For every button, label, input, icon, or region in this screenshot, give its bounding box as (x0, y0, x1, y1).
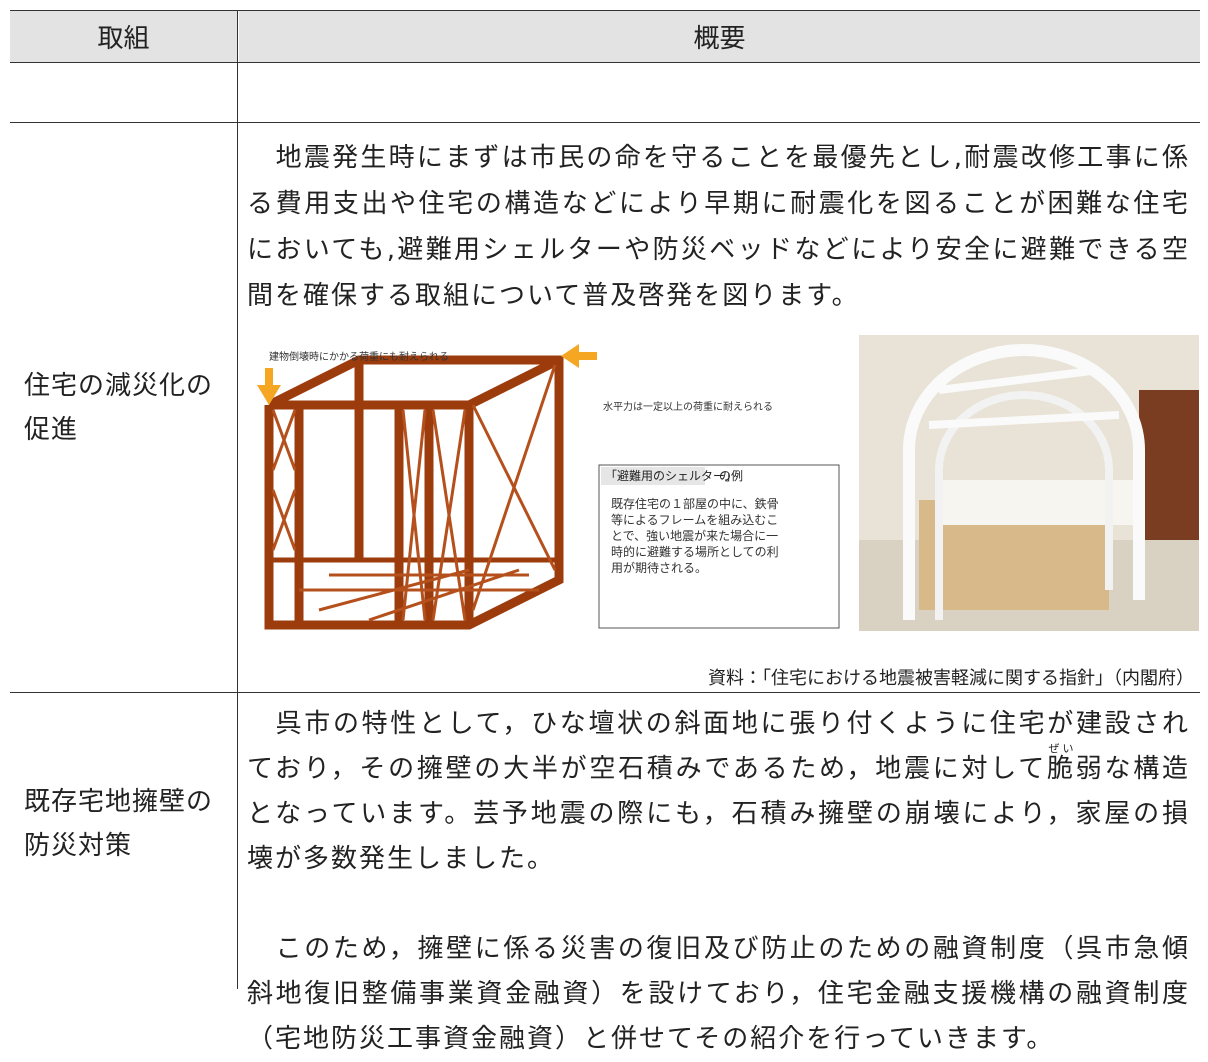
photo (859, 335, 1199, 631)
note-box-title-bg (601, 467, 705, 485)
rule (10, 692, 1200, 693)
row-label: 既存宅地擁壁の防災対策 (24, 787, 214, 861)
note-box-line: 等によるフレームを組み込むこ (611, 513, 778, 527)
text: 弱な構造となっています。芸予地震の際にも，石積み擁壁の崩壊により，家屋の損壊が多… (247, 754, 1190, 874)
note-box-line: 用が期待される。 (611, 560, 707, 575)
ruby-text: ぜい (1046, 742, 1075, 755)
frame-drawing (264, 355, 564, 630)
column-rule (237, 10, 238, 989)
figure-note: 建物倒壊時にかかる荷重にも耐えられる (269, 350, 449, 363)
arrow (257, 344, 597, 405)
note-box-title: 「避難用のシェルター」 (605, 468, 737, 483)
text: 呉市の特性として，ひな壇状の斜面地に張り付くように住宅が建設されており，その擁壁… (247, 709, 1190, 784)
ruby: 脆ぜい (1046, 742, 1076, 784)
note-box-line: とで、強い地震が来た場合に一 (611, 528, 778, 543)
page: {"table": { "headers": ["取組", "概要"], "ro… (10, 10, 1200, 1054)
paragraph: このため，擁壁に係る災害の復旧及び防止のための融資制度（呉市急傾斜地復旧整備事業… (247, 934, 1190, 1054)
note-box (598, 464, 840, 629)
header-cell: 概要 (239, 11, 1200, 62)
note-box-line: 時的に避難する場所としての利 (611, 544, 779, 559)
figure-note: 水平力は一定以上の荷重に耐えられる (603, 400, 773, 413)
paragraph: 地震発生時にまずは市民の命を守ることを最優先とし,耐震改修工事に係る費用支出や住… (247, 143, 1190, 311)
ruby-base: 脆 (1046, 754, 1076, 784)
note-box-title: の例 (719, 469, 743, 483)
source-note: 資料：「住宅における地震被害軽減に関する指針」（内閣府） (708, 668, 1194, 689)
rule (10, 122, 1200, 123)
rule (10, 10, 1200, 11)
rule (10, 62, 1200, 63)
paragraph: 呉市の特性として，ひな壇状の斜面地に張り付くように住宅が建設されており，その擁壁… (239, 702, 1200, 882)
header-cell: 取組 (10, 11, 237, 62)
note-box-line: 既存住宅の１部屋の中に、鉄骨 (611, 496, 779, 511)
row-label: 住宅の減災化の促進 (24, 371, 214, 445)
figure: 建物倒壊時にかかる荷重にも耐えられる 水平力は一定以上の荷重に耐えられる 「避難… (257, 335, 1199, 631)
frame-bracing (271, 364, 557, 622)
